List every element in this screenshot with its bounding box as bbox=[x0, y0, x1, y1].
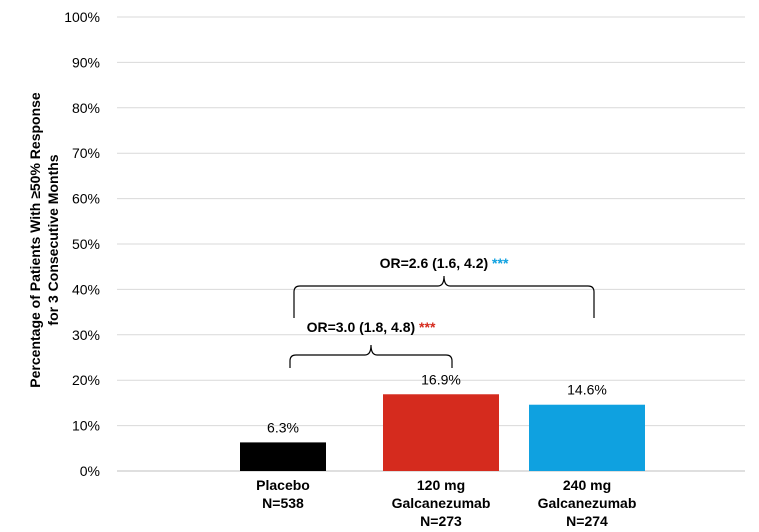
y-tick-label: 70% bbox=[72, 145, 100, 161]
x-category-label-line: 120 mg bbox=[417, 477, 465, 493]
x-axis-categories: Placebo N=538 120 mg Galcanezumab N=273 240 m… bbox=[256, 477, 636, 529]
x-category-label-line: N=538 bbox=[262, 495, 304, 511]
x-category-label: 120 mg Galcanezumab N=273 bbox=[392, 477, 491, 529]
x-category-label-line: Placebo bbox=[256, 477, 310, 493]
y-tick-label: 0% bbox=[80, 463, 100, 479]
bracket bbox=[289, 344, 453, 368]
odds-ratio-text: OR=3.0 (1.8, 4.8) bbox=[307, 319, 419, 335]
x-category-label-line: Galcanezumab bbox=[538, 495, 637, 511]
value-labels: 6.3% 16.9% 14.6% bbox=[267, 371, 607, 435]
y-tick-label: 50% bbox=[72, 236, 100, 252]
grid-lines bbox=[117, 16, 745, 472]
y-tick-label: 90% bbox=[72, 54, 100, 70]
x-category-label-line: Galcanezumab bbox=[392, 495, 491, 511]
bar bbox=[529, 404, 645, 471]
bracket bbox=[293, 275, 595, 318]
y-axis-ticks: 0% 10% 20% 30% 40% 50% 60% 70% 80% 90% 100% bbox=[64, 9, 100, 479]
annotations: OR=3.0 (1.8, 4.8) ***OR=2.6 (1.6, 4.2) *… bbox=[289, 255, 595, 368]
y-axis-label: Percentage of Patients With ≥50% Respons… bbox=[27, 92, 61, 388]
y-tick-label: 20% bbox=[72, 372, 100, 388]
x-category-label-line: 240 mg bbox=[563, 477, 611, 493]
y-axis-label-line: for 3 Consecutive Months bbox=[45, 154, 61, 325]
y-tick-label: 100% bbox=[64, 9, 100, 25]
y-tick-label: 30% bbox=[72, 327, 100, 343]
bar-value-label: 16.9% bbox=[421, 371, 461, 387]
significance-stars: *** bbox=[492, 255, 509, 271]
x-category-label-line: N=273 bbox=[420, 513, 462, 529]
y-tick-label: 40% bbox=[72, 281, 100, 297]
y-tick-label: 80% bbox=[72, 100, 100, 116]
bar-value-label: 14.6% bbox=[567, 382, 607, 398]
bars bbox=[240, 394, 645, 471]
bar bbox=[240, 442, 326, 471]
odds-ratio-annotation: OR=3.0 (1.8, 4.8) *** bbox=[307, 319, 436, 335]
x-category-label: 240 mg Galcanezumab N=274 bbox=[538, 477, 637, 529]
bar-value-label: 6.3% bbox=[267, 419, 299, 435]
x-category-label: Placebo N=538 bbox=[256, 477, 310, 511]
odds-ratio-text: OR=2.6 (1.6, 4.2) bbox=[380, 255, 492, 271]
significance-stars: *** bbox=[419, 319, 436, 335]
y-tick-label: 10% bbox=[72, 418, 100, 434]
x-category-label-line: N=274 bbox=[566, 513, 608, 529]
y-axis-label-line: Percentage of Patients With ≥50% Respons… bbox=[27, 92, 43, 388]
odds-ratio-annotation: OR=2.6 (1.6, 4.2) *** bbox=[380, 255, 509, 271]
bar bbox=[383, 394, 499, 471]
y-tick-label: 60% bbox=[72, 191, 100, 207]
